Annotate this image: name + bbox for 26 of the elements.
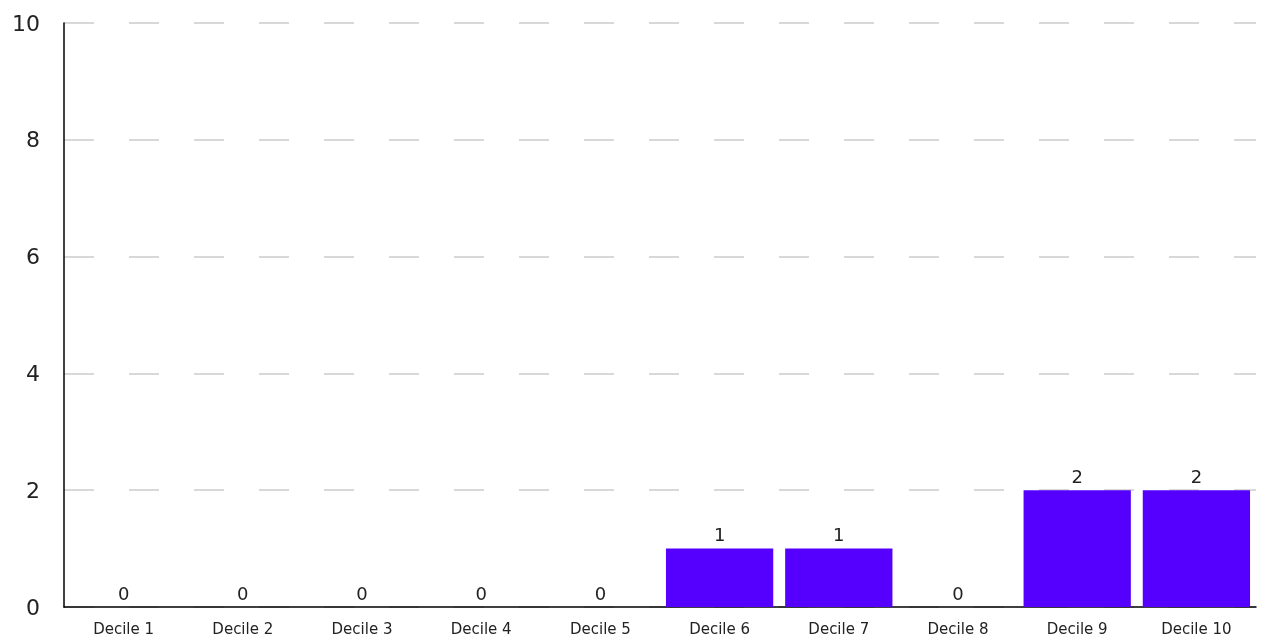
x-tick-label: Decile 7 [808,619,870,638]
data-label: 0 [594,582,607,604]
x-tick-label: Decile 3 [331,619,393,638]
y-tick-label: 8 [26,127,40,153]
data-label: 2 [1071,465,1083,487]
data-label: 0 [117,582,130,604]
x-tick-label: Decile 9 [1046,619,1108,638]
data-label: 0 [952,582,964,604]
x-tick-label: Decile 2 [212,619,274,638]
x-tick-label: Decile 4 [450,619,512,638]
y-tick-label: 2 [26,477,40,503]
data-label: 1 [833,524,845,546]
data-label: 0 [356,582,368,604]
data-label: 2 [1190,465,1203,487]
y-tick-label: 0 [26,594,40,620]
x-tick-label: Decile 8 [927,619,989,638]
x-tick-label: Decile 1 [93,619,155,638]
data-label: 1 [713,524,726,546]
y-tick-label: 4 [26,360,40,386]
y-tick-label: 6 [26,244,40,270]
data-label: 0 [237,582,249,604]
data-label: 0 [475,582,487,604]
x-tick-label: Decile 6 [689,619,751,638]
x-tick-label: Decile 10 [1161,619,1232,638]
y-tick-label: 10 [12,10,40,36]
x-tick-label: Decile 5 [569,619,631,638]
